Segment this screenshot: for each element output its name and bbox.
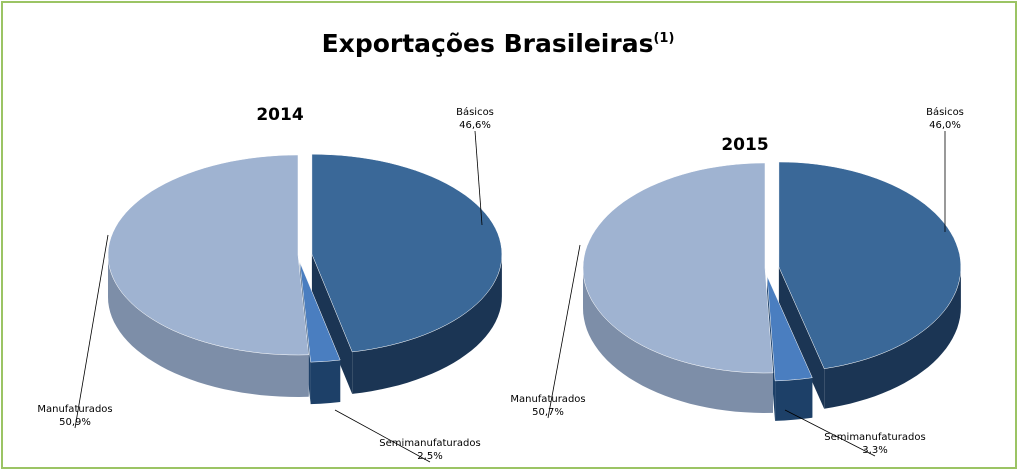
leader-line — [474, 130, 483, 226]
slice-value-label: 2,5% — [417, 451, 442, 462]
slice-label: Básicos — [926, 106, 964, 118]
slice-label: Manufaturados — [510, 394, 585, 405]
pie-title: 2015 — [721, 135, 768, 155]
slice-label: Semimanufaturados — [824, 432, 925, 443]
slice-side — [583, 268, 773, 413]
leader-line — [74, 234, 109, 429]
slice-label: Básicos — [456, 106, 494, 118]
slice-side — [352, 254, 502, 394]
title-text: Exportações Brasileiras — [322, 29, 654, 58]
pie-title: 2014 — [256, 105, 303, 125]
slice-label: Manufaturados — [37, 404, 112, 415]
pie-slice — [766, 275, 813, 382]
slice-side — [310, 360, 341, 405]
slice-cut-face — [311, 254, 353, 394]
pie-slice — [311, 153, 503, 353]
slice-value-label: 46,6% — [459, 120, 491, 131]
slice-value-label: 46,0% — [929, 120, 961, 131]
slice-cut-face — [778, 266, 825, 409]
pie-slice — [582, 162, 774, 374]
pie-slice — [778, 161, 962, 369]
title-superscript: (1) — [653, 31, 674, 46]
leader-line — [784, 409, 876, 457]
chart-title: Exportações Brasileiras(1) — [322, 29, 675, 58]
slice-side — [775, 377, 813, 421]
slice-value-label: 3,3% — [862, 445, 887, 456]
slice-side — [824, 267, 961, 409]
slice-label: Semimanufaturados — [379, 438, 480, 449]
pie-slice — [107, 154, 309, 356]
slice-side — [108, 255, 309, 397]
slice-value-label: 50,9% — [59, 417, 91, 428]
leader-line — [547, 244, 581, 419]
slice-value-label: 50,7% — [532, 407, 564, 418]
pie-slice — [299, 262, 341, 363]
leader-line — [334, 409, 431, 463]
